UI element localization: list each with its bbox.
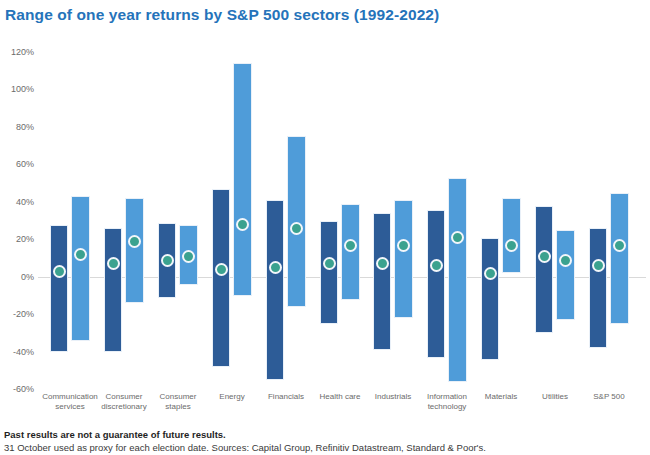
y-axis-tick-label: 100%	[0, 84, 34, 95]
median-dot	[538, 250, 551, 263]
footer-disclaimer: Past results are not a guarantee of futu…	[4, 429, 226, 440]
median-dot	[107, 257, 120, 270]
light-blue-range-bar	[502, 198, 521, 273]
dark-blue-range-bar	[535, 206, 553, 334]
dark-blue-range-bar	[266, 200, 284, 380]
x-axis-category-label: Materials	[472, 392, 530, 402]
range-bar-chart: 120% 100% 80% 60% 40% 20% 0% -20% -40% -60% Commun…	[0, 0, 650, 455]
x-axis-category-label: Consumer discretionary	[95, 392, 153, 411]
y-axis-tick-label: 120%	[0, 47, 34, 58]
y-axis-tick-label: 40%	[0, 197, 34, 208]
median-dot	[397, 239, 410, 252]
median-dot	[430, 259, 443, 272]
dark-blue-range-bar	[589, 228, 607, 348]
median-dot	[74, 248, 87, 261]
median-dot	[236, 218, 249, 231]
median-dot	[484, 267, 497, 280]
y-axis-tick-label: 0%	[0, 272, 34, 283]
light-blue-range-bar	[448, 178, 467, 382]
dark-blue-range-bar	[104, 228, 122, 352]
dark-blue-range-bar	[320, 221, 338, 324]
x-axis-category-label: S&P 500	[580, 392, 638, 402]
chart-page: Range of one year returns by S&P 500 sec…	[0, 0, 650, 455]
median-dot	[323, 257, 336, 270]
y-axis-tick-label: 20%	[0, 234, 34, 245]
dark-blue-range-bar	[212, 189, 230, 367]
light-blue-range-bar	[341, 204, 360, 300]
y-axis-tick-label: 80%	[0, 122, 34, 133]
dark-blue-range-bar	[373, 213, 391, 350]
median-dot	[592, 259, 605, 272]
median-dot	[161, 254, 174, 267]
y-axis-tick-label: -40%	[0, 347, 34, 358]
dark-blue-range-bar	[427, 210, 445, 358]
light-blue-range-bar	[556, 230, 575, 320]
y-axis-tick-label: -60%	[0, 384, 34, 395]
light-blue-range-bar	[394, 200, 413, 318]
x-axis-category-label: Communication services	[41, 392, 99, 411]
median-dot	[290, 222, 303, 235]
dark-blue-range-bar	[481, 238, 499, 360]
light-blue-range-bar	[125, 198, 144, 303]
x-axis-category-label: Financials	[257, 392, 315, 402]
median-dot	[269, 261, 282, 274]
light-blue-range-bar	[233, 63, 252, 296]
x-axis-category-label: Industrials	[364, 392, 422, 402]
dark-blue-range-bar	[50, 225, 68, 353]
light-blue-range-bar	[610, 193, 629, 324]
y-axis-tick-label: -20%	[0, 309, 34, 320]
median-dot	[559, 254, 572, 267]
median-dot	[182, 250, 195, 263]
x-axis-category-label: Energy	[203, 392, 261, 402]
median-dot	[128, 235, 141, 248]
median-dot	[344, 239, 357, 252]
x-axis-category-label: Information technology	[418, 392, 476, 411]
x-axis-category-label: Consumer staples	[149, 392, 207, 411]
median-dot	[53, 265, 66, 278]
y-axis-tick-label: 60%	[0, 159, 34, 170]
x-axis-category-label: Health care	[311, 392, 369, 402]
light-blue-range-bar	[71, 196, 90, 340]
median-dot	[613, 239, 626, 252]
median-dot	[505, 239, 518, 252]
footer-source: 31 October used as proxy for each electi…	[4, 442, 486, 453]
median-dot	[376, 257, 389, 270]
x-axis-category-label: Utilities	[526, 392, 584, 402]
median-dot	[215, 263, 228, 276]
